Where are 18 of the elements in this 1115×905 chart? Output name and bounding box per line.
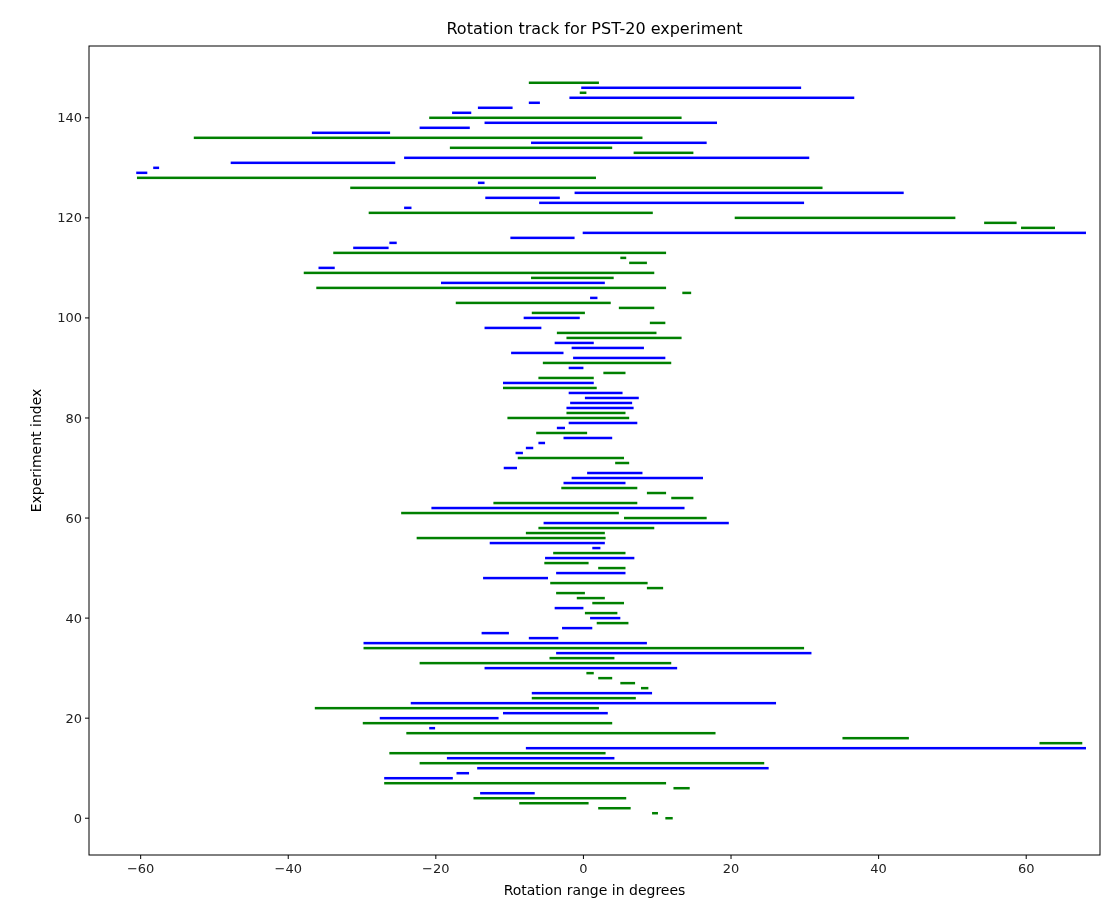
- x-tick-label: 0: [579, 861, 588, 876]
- y-tick-label: 120: [57, 210, 82, 226]
- x-tick-label: −20: [422, 861, 450, 876]
- y-tick-label: 140: [57, 110, 82, 126]
- y-tick-label: 100: [57, 310, 82, 326]
- x-tick-label: 60: [1017, 861, 1035, 876]
- x-tick-label: −60: [126, 861, 155, 876]
- y-tick-label: 80: [65, 410, 82, 426]
- y-tick-label: 0: [73, 810, 82, 826]
- x-axis-title: Rotation range in degrees: [503, 882, 686, 898]
- y-axis-title: Experiment index: [28, 388, 44, 513]
- y-tick-label: 40: [65, 610, 82, 626]
- x-tick-label: 40: [870, 861, 887, 876]
- x-tick-label: 20: [722, 861, 740, 876]
- y-tick-label: 20: [65, 710, 82, 726]
- chart-title: Rotation track for PST-20 experiment: [446, 19, 743, 38]
- x-tick-label: −40: [274, 861, 302, 876]
- y-tick-label: 60: [65, 510, 82, 526]
